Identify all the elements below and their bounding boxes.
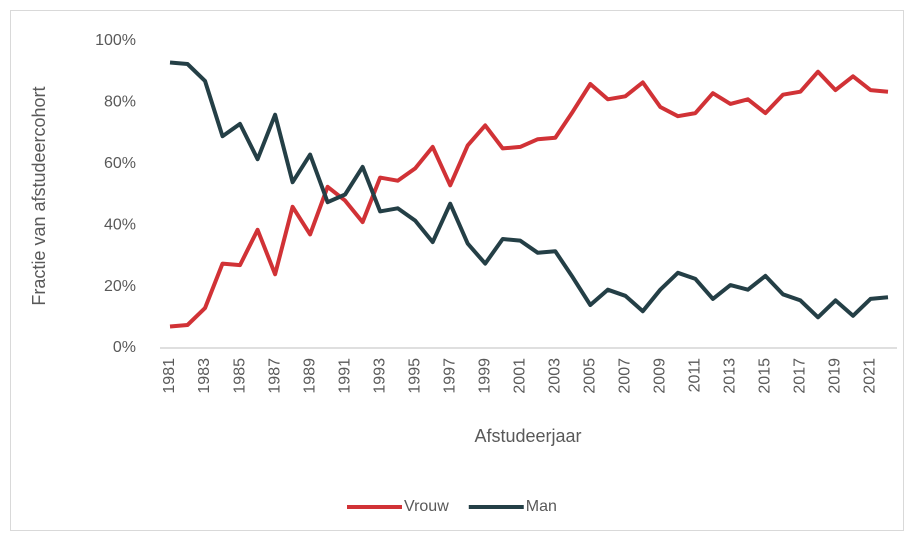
x-tick-label: 1987 <box>266 358 283 394</box>
x-tick-label: 2021 <box>862 358 879 394</box>
x-tick-label: 1989 <box>301 358 318 394</box>
x-tick-label: 1985 <box>231 358 248 394</box>
chart-border <box>10 10 904 531</box>
x-tick-label: 2007 <box>617 358 634 394</box>
x-tick-label: 1981 <box>161 358 178 394</box>
x-tick-label: 1983 <box>196 358 213 394</box>
x-tick-label: 2005 <box>582 358 599 394</box>
legend-label: Vrouw <box>404 498 449 515</box>
x-tick-label: 2013 <box>722 358 739 394</box>
y-tick-label: 80% <box>104 94 136 111</box>
x-tick-label: 1991 <box>336 358 353 394</box>
x-tick-label: 2019 <box>827 358 844 394</box>
x-axis-title: Afstudeerjaar <box>474 426 581 446</box>
y-tick-label: 60% <box>104 155 136 172</box>
x-tick-label: 1999 <box>476 358 493 394</box>
x-tick-label: 2017 <box>792 358 809 394</box>
x-tick-label: 2001 <box>511 358 528 394</box>
y-tick-label: 20% <box>104 278 136 295</box>
x-tick-label: 1995 <box>406 358 423 394</box>
line <box>169 60 889 320</box>
y-tick-label: 100% <box>95 32 136 49</box>
line <box>169 69 889 329</box>
x-tick-label: 2015 <box>757 358 774 394</box>
x-tick-label: 1993 <box>371 358 388 394</box>
y-tick-label: 0% <box>113 339 136 356</box>
legend-label: Man <box>526 498 557 515</box>
y-tick-label: 40% <box>104 216 136 233</box>
x-tick-label: 2011 <box>687 358 704 393</box>
x-tick-label: 1997 <box>441 358 458 394</box>
y-axis-title: Fractie van afstudeercohort <box>29 86 49 305</box>
x-tick-label: 2003 <box>546 358 563 394</box>
x-tick-label: 2009 <box>652 358 669 394</box>
